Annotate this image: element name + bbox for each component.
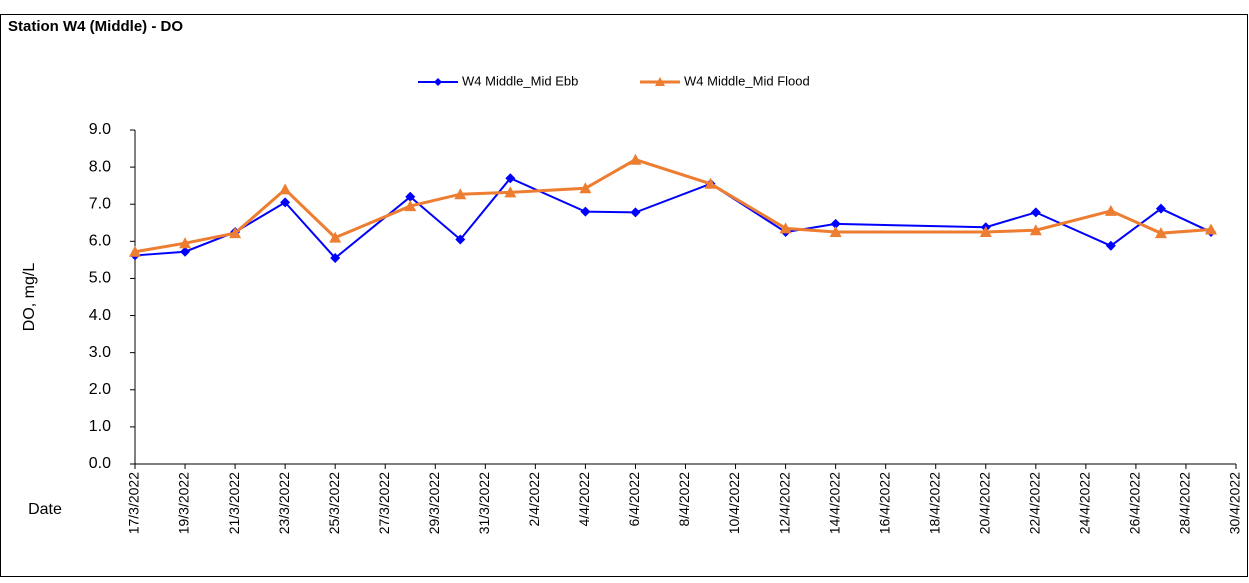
point [454, 188, 467, 200]
legend-marker [434, 78, 442, 86]
point [579, 182, 592, 194]
y-tick-label: 1.0 [89, 418, 111, 435]
point [279, 183, 292, 195]
x-tick-label: 12/4/2022 [776, 472, 792, 534]
y-tick-label: 7.0 [89, 195, 111, 212]
x-tick-label: 18/4/2022 [926, 472, 942, 534]
x-tick-label: 31/3/2022 [476, 472, 492, 534]
x-tick-label: 28/4/2022 [1177, 472, 1193, 534]
x-tick-label: 8/4/2022 [676, 472, 692, 527]
x-tick-label: 29/3/2022 [426, 472, 442, 534]
x-tick-label: 27/3/2022 [376, 472, 392, 534]
y-tick-label: 9.0 [89, 121, 111, 138]
x-tick-label: 21/3/2022 [226, 472, 242, 534]
point [404, 200, 417, 212]
point [580, 206, 591, 217]
point [1204, 223, 1217, 235]
x-tick-label: 16/4/2022 [876, 472, 892, 534]
legend-label: W4 Middle_Mid Flood [684, 73, 810, 88]
y-tick-label: 8.0 [89, 158, 111, 175]
point [180, 246, 191, 257]
point [979, 226, 992, 238]
x-tick-label: 24/4/2022 [1077, 472, 1093, 534]
point [1105, 240, 1116, 251]
point [229, 227, 242, 239]
point [455, 234, 466, 245]
y-tick-label: 2.0 [89, 381, 111, 398]
point [830, 218, 841, 229]
y-tick-label: 5.0 [89, 270, 111, 287]
x-tick-label: 4/4/2022 [576, 472, 592, 527]
x-tick-label: 22/4/2022 [1027, 472, 1043, 534]
x-tick-label: 25/3/2022 [326, 472, 342, 534]
series-line [134, 158, 1212, 254]
legend-marker [655, 77, 665, 86]
x-tick-label: 20/4/2022 [976, 472, 992, 534]
x-axis-label: Date [28, 501, 62, 518]
y-tick-label: 3.0 [89, 344, 111, 361]
point [1030, 207, 1041, 218]
point [704, 177, 717, 189]
point [829, 226, 842, 238]
point [630, 207, 641, 218]
point [779, 222, 792, 234]
y-tick-label: 6.0 [89, 233, 111, 250]
point [329, 231, 342, 243]
x-tick-label: 17/3/2022 [126, 472, 142, 534]
x-tick-label: 2/4/2022 [526, 472, 542, 527]
point [405, 191, 416, 202]
point [504, 186, 517, 198]
point [1104, 204, 1117, 216]
series-line [134, 177, 1212, 260]
point [129, 245, 141, 257]
point [1029, 224, 1042, 236]
legend-label: W4 Middle_Mid Ebb [462, 73, 578, 88]
x-tick-label: 19/3/2022 [176, 472, 192, 534]
x-tick-label: 30/4/2022 [1227, 472, 1243, 534]
point [1155, 203, 1166, 214]
x-tick-label: 10/4/2022 [726, 472, 742, 534]
y-axis-label: DO, mg/L [21, 263, 38, 332]
y-tick-label: 4.0 [89, 307, 111, 324]
x-tick-label: 14/4/2022 [826, 472, 842, 534]
y-tick-label: 0.0 [89, 455, 111, 472]
point [330, 253, 341, 264]
point [280, 197, 291, 208]
point [1154, 227, 1167, 239]
x-tick-label: 23/3/2022 [276, 472, 292, 534]
point [179, 237, 192, 249]
point [629, 153, 642, 165]
x-tick-label: 26/4/2022 [1127, 472, 1143, 534]
chart-title: Station W4 (Middle) - DO [8, 18, 183, 35]
chart-frame [0, 14, 1248, 577]
x-tick-label: 6/4/2022 [626, 472, 642, 527]
point [505, 173, 516, 184]
